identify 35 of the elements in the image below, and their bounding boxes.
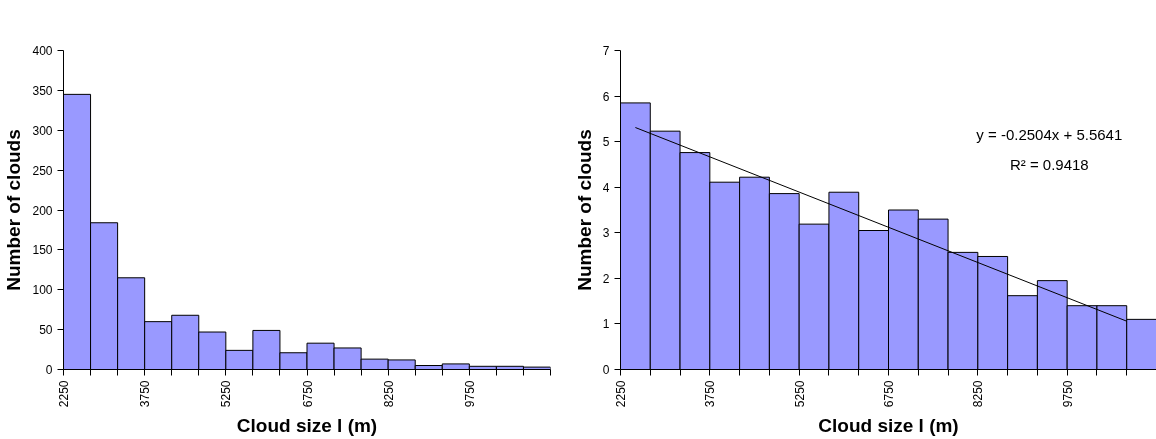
- y-tick-label: 3: [602, 226, 610, 241]
- x-tick-label: 5250: [219, 380, 234, 408]
- x-tick-label: 8250: [971, 380, 986, 408]
- y-tick-label: 6: [602, 89, 610, 104]
- y-tick-label: 1: [602, 317, 610, 332]
- y-tick-label: 400: [32, 44, 53, 58]
- y-tick-label: 4: [602, 180, 610, 195]
- y-axis-title: Number of clouds: [573, 129, 595, 291]
- x-tick-label: 9750: [1060, 380, 1075, 408]
- y-tick-label: 50: [39, 323, 53, 338]
- y-tick-label: 0: [45, 363, 53, 377]
- x-tick-label: 2250: [614, 380, 628, 408]
- y-tick-label: 300: [32, 123, 53, 138]
- x-tick-label: 6750: [300, 380, 315, 408]
- y-tick-label: 5: [602, 135, 610, 150]
- y-tick-label: 200: [32, 203, 53, 218]
- y-tick-label: 2: [602, 271, 610, 286]
- x-tick-label: 6750: [882, 380, 896, 408]
- x-axis-title: Cloud size l (m): [818, 415, 959, 437]
- y-tick-label: 250: [32, 163, 53, 178]
- y-tick-label: 0: [602, 363, 610, 377]
- annotation: y = -0.2504x + 5.5641: [976, 126, 1123, 144]
- y-axis-title: Number of clouds: [3, 129, 25, 291]
- y-tick-label: 100: [32, 283, 53, 298]
- x-tick-label: 5250: [792, 380, 807, 408]
- x-tick-label: 3750: [138, 380, 153, 408]
- y-tick-label: 7: [602, 44, 610, 58]
- x-tick-label: 3750: [703, 380, 718, 408]
- x-tick-label: 8250: [381, 380, 396, 408]
- x-axis-title: Cloud size l (m): [236, 415, 378, 437]
- y-tick-label: 150: [32, 243, 53, 258]
- y-tick-label: 350: [32, 83, 53, 98]
- x-tick-label: 9750: [462, 380, 477, 408]
- x-tick-label: 2250: [57, 380, 71, 408]
- annotation: R² = 0.9418: [1009, 156, 1089, 174]
